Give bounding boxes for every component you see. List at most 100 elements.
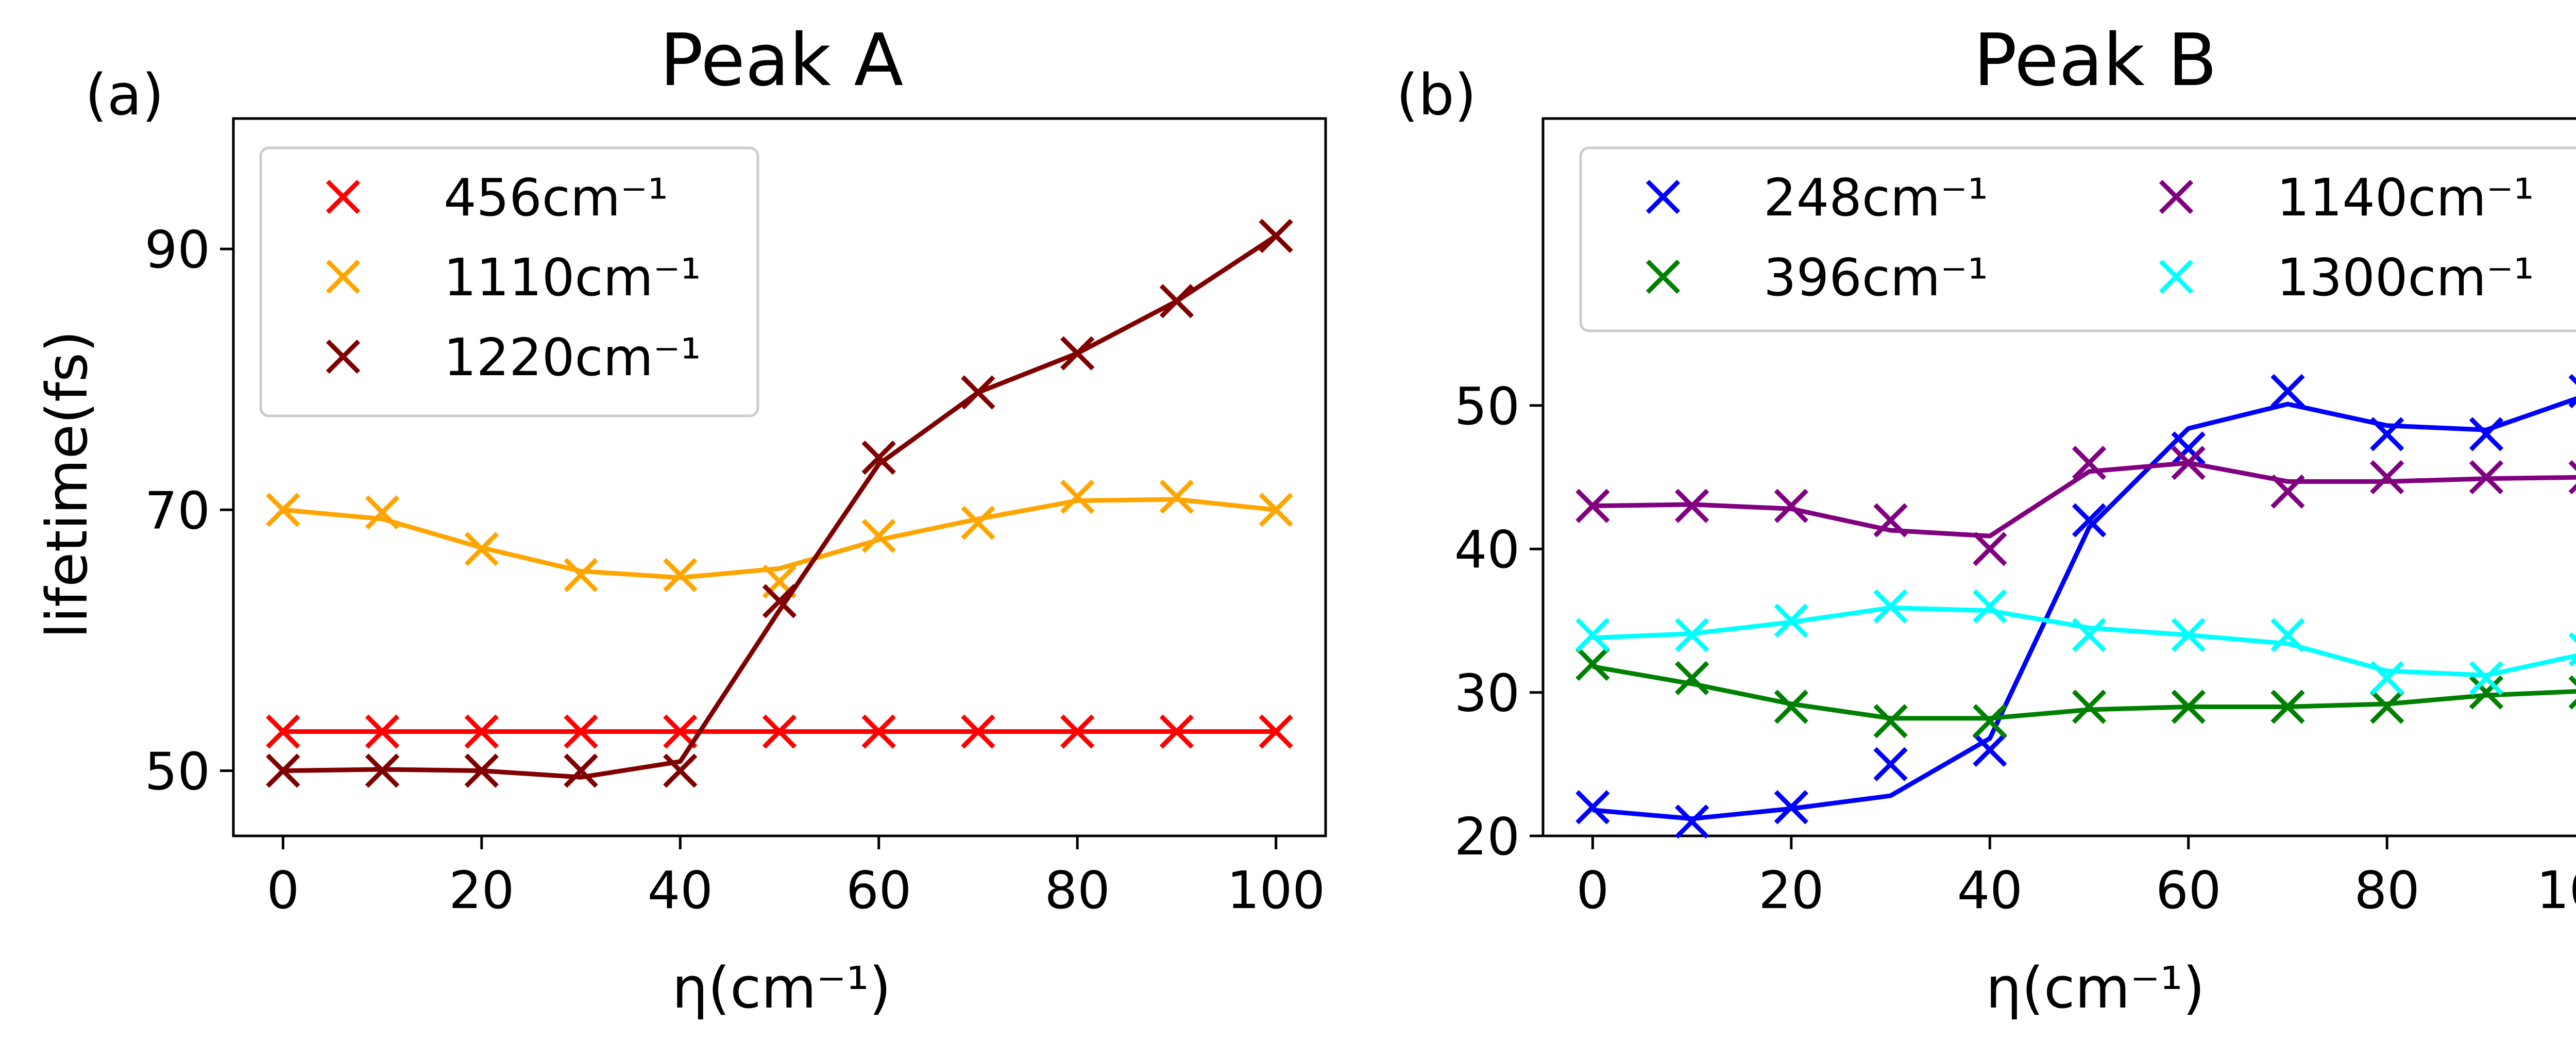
- panel-b-series-line: [1592, 460, 2576, 539]
- panel-a-data-point: [1060, 479, 1095, 514]
- panel-b-data-point: [1774, 690, 1809, 724]
- panel-a-legend: 456cm⁻¹ 1110cm⁻¹ 1220cm⁻¹: [259, 146, 759, 417]
- panel-a-x-tick-label: 100: [1227, 860, 1325, 920]
- panel-a-data-point: [464, 714, 499, 749]
- panel-b-series-0: [1575, 374, 2576, 839]
- panel-b-data-point: [2469, 460, 2504, 495]
- panel-b-data-point: [2270, 474, 2305, 509]
- panel-a-x-tick-label: 40: [648, 860, 713, 920]
- panel-a-y-tick-label: 70: [145, 480, 210, 541]
- panel-a-legend-marker: [326, 339, 361, 374]
- panel-b-data-point: [2270, 690, 2305, 724]
- panel-a-data-point: [663, 753, 698, 788]
- panel-b-legend-box: [1579, 146, 2576, 332]
- panel-a-data-point: [961, 375, 995, 410]
- panel-b-title: Peak B: [1974, 19, 2217, 103]
- panel-a-series-2: [266, 219, 1293, 788]
- panel-a-data-point: [961, 714, 995, 749]
- panel-a: (a) Peak A η(cm⁻¹) lifetime(fs) 0 20 40 60 8…: [34, 19, 1327, 1021]
- panel-a-data-point: [564, 714, 598, 749]
- panel-b-data-point: [2072, 445, 2107, 480]
- panel-b-data-point: [2369, 690, 2404, 724]
- panel-a-legend-marker: [326, 259, 361, 294]
- panel-b-x-tick-label: 40: [1957, 860, 2023, 920]
- panel-b-data-point: [2469, 675, 2504, 710]
- panel-a-data-point: [266, 753, 300, 788]
- panel-b-legend-marker: [2159, 259, 2194, 294]
- panel-b-data-point: [2072, 618, 2107, 652]
- panel-b-legend-marker: [2159, 179, 2194, 214]
- panel-a-axes-frame: [232, 117, 1327, 837]
- panel-b-data-point: [1873, 503, 1908, 538]
- panel-b-x-tick-label: 100: [2536, 860, 2576, 920]
- panel-a-data-point: [365, 714, 400, 749]
- panel-b-x-tick-label: 60: [2156, 860, 2221, 920]
- panel-b-data-point: [1674, 804, 1709, 839]
- panel-b-legend-marker: [1646, 259, 1681, 294]
- panel-a-legend-label: 456cm⁻¹: [444, 167, 668, 228]
- panel-b-data-point: [1973, 589, 2007, 624]
- panel-b-legend: 248cm⁻¹ 396cm⁻¹ 1140cm⁻¹ 1300cm⁻¹: [1579, 146, 2576, 332]
- panel-a-x-tick-label: 20: [449, 860, 514, 920]
- panel-a-series-0: [266, 714, 1293, 749]
- panel-a-legend-label: 1110cm⁻¹: [444, 247, 701, 308]
- panel-b-data-point: [2072, 503, 2107, 538]
- panel-b-series-2: [1575, 445, 2576, 566]
- panel-b-data-point: [1774, 603, 1809, 638]
- panel-a-data-point: [1060, 714, 1095, 749]
- panel-a-x-axis-title: η(cm⁻¹): [672, 955, 891, 1021]
- panel-b-label: (b): [1396, 62, 1477, 128]
- panel-b-legend-label: 396cm⁻¹: [1764, 247, 1988, 308]
- panel-a-series-line: [282, 497, 1277, 580]
- panel-b-data-point: [1873, 704, 1908, 739]
- panel-b-y-tick-label: 30: [1454, 663, 1520, 724]
- panel-b-legend-item: 396cm⁻¹: [1646, 247, 1988, 308]
- panel-a-data-point: [464, 532, 499, 566]
- panel-a-label: (a): [85, 62, 164, 128]
- panel-b-data-point: [1774, 790, 1809, 825]
- panel-a-data-point: [762, 714, 797, 749]
- panel-b: (b) Peak B η(cm⁻¹) 0 20 40 60 80 100 20 30 40 50 2…: [1396, 19, 2576, 1021]
- panel-b-legend-label: 1300cm⁻¹: [2277, 247, 2534, 308]
- panel-b-data-point: [1873, 589, 1908, 624]
- panel-b-data-point: [2568, 675, 2576, 710]
- panel-a-plot-area: 0 20 40 60 80 100 50 70 90 456cm⁻¹ 1110cm⁻¹ 1220cm⁻…: [145, 117, 1327, 920]
- panel-b-data-point: [2469, 661, 2504, 695]
- panel-a-legend-box: [259, 146, 759, 417]
- panel-b-series-line: [1592, 396, 2576, 821]
- panel-a-data-point: [564, 558, 598, 593]
- panel-b-data-point: [2369, 460, 2404, 495]
- panel-a-y-axis-title: lifetime(fs): [34, 330, 100, 639]
- panel-a-data-point: [861, 440, 896, 475]
- panel-a-x-tick-label: 0: [267, 860, 300, 920]
- panel-b-data-point: [1973, 704, 2007, 739]
- panel-a-legend-item: 1110cm⁻¹: [326, 247, 701, 308]
- panel-b-data-point: [2469, 417, 2504, 451]
- panel-b-series-line: [1592, 605, 2576, 678]
- panel-a-data-point: [1259, 219, 1293, 253]
- panel-b-y-tick-label: 20: [1454, 807, 1520, 867]
- panel-b-data-point: [1575, 489, 1610, 523]
- panel-b-data-point: [2072, 690, 2107, 724]
- panel-b-data-point: [1674, 489, 1709, 523]
- panel-b-x-tick-label: 0: [1577, 860, 1609, 920]
- panel-a-legend-item: 1220cm⁻¹: [326, 327, 701, 388]
- panel-a-data-point: [1159, 284, 1194, 318]
- panel-a-data-point: [961, 506, 995, 540]
- panel-b-data-point: [2270, 374, 2305, 409]
- panel-a-data-point: [564, 753, 598, 788]
- panel-a-data-point: [861, 714, 896, 749]
- panel-b-data-point: [2568, 460, 2576, 495]
- panel-b-data-point: [2369, 661, 2404, 695]
- panel-b-data-point: [1575, 646, 1610, 681]
- panel-a-y-tick-label: 50: [145, 741, 210, 801]
- panel-b-data-point: [1873, 747, 1908, 781]
- panel-a-x-tick-label: 80: [1045, 860, 1110, 920]
- panel-a-data-point: [762, 584, 797, 618]
- panel-a-data-point: [365, 495, 400, 530]
- panel-a-data-point: [1259, 493, 1293, 527]
- panel-b-data-point: [2171, 445, 2206, 480]
- panel-b-data-point: [1774, 489, 1809, 523]
- panel-a-data-point: [464, 753, 499, 788]
